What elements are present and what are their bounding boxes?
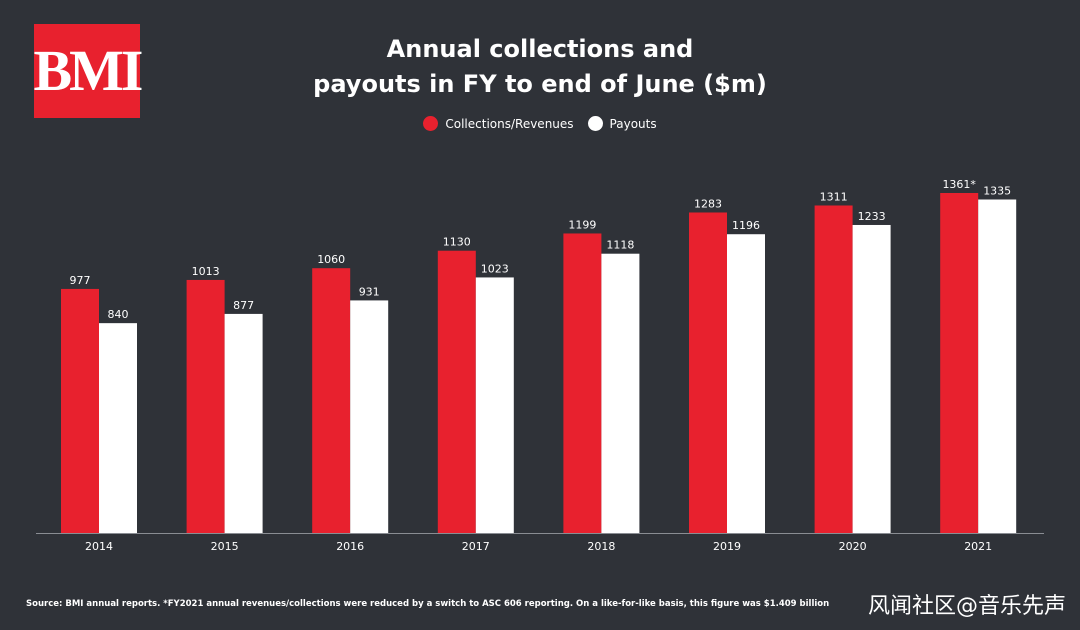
watermark-text: 风闻社区@音乐先声 <box>867 594 1066 619</box>
chart-legend: Collections/Revenues Payouts <box>0 116 1080 131</box>
data-label-collections-2016: 1060 <box>317 253 345 266</box>
data-label-payouts-2020: 1233 <box>858 210 886 223</box>
bar-payouts-2021 <box>978 199 1017 533</box>
chart-title: Annual collections and payouts in FY to … <box>200 32 880 102</box>
bar-collections-2014 <box>61 288 99 533</box>
data-label-collections-2017: 1130 <box>443 236 471 249</box>
legend-label-collections: Collections/Revenues <box>445 116 574 131</box>
data-label-collections-2020: 1311 <box>820 190 848 203</box>
bar-collections-2019 <box>689 212 727 534</box>
data-label-payouts-2017: 1023 <box>481 262 509 275</box>
source-footnote: Source: BMI annual reports. *FY2021 annu… <box>26 599 830 609</box>
bar-payouts-2015 <box>224 313 263 533</box>
x-tick-label-2020: 2020 <box>839 540 867 553</box>
legend-item-collections: Collections/Revenues <box>423 116 574 131</box>
chart-title-line-1: Annual collections and <box>386 35 694 63</box>
bar-payouts-2018 <box>601 253 640 533</box>
x-tick-label-2018: 2018 <box>587 540 615 553</box>
bar-payouts-2019 <box>727 234 765 533</box>
bmi-logo: BMI <box>33 24 144 118</box>
x-tick-label-2021: 2021 <box>964 540 992 553</box>
data-label-collections-2015: 1013 <box>192 265 220 278</box>
data-label-payouts-2021: 1335 <box>983 184 1011 197</box>
legend-label-payouts: Payouts <box>609 116 657 131</box>
data-label-payouts-2014: 840 <box>108 308 129 321</box>
data-label-collections-2019: 1283 <box>694 197 722 210</box>
data-label-payouts-2019: 1196 <box>732 219 760 232</box>
data-label-collections-2018: 1199 <box>568 218 596 231</box>
bar-collections-2015 <box>186 279 225 533</box>
data-label-payouts-2018: 1118 <box>606 239 634 252</box>
x-tick-label-2016: 2016 <box>336 540 364 553</box>
x-tick-label-2017: 2017 <box>462 540 490 553</box>
bar-collections-2018 <box>563 233 602 533</box>
bar-payouts-2014 <box>99 323 137 533</box>
data-label-collections-2021: 1361* <box>942 178 976 191</box>
bar-payouts-2017 <box>475 277 514 533</box>
legend-item-payouts: Payouts <box>587 116 657 131</box>
data-label-payouts-2016: 931 <box>359 285 380 298</box>
x-tick-label-2019: 2019 <box>713 540 741 553</box>
data-label-payouts-2015: 877 <box>233 299 254 312</box>
legend-swatch-payouts <box>587 116 603 131</box>
data-label-collections-2014: 977 <box>70 274 91 287</box>
legend-swatch-collections <box>423 116 439 131</box>
x-tick-label-2014: 2014 <box>85 540 113 553</box>
bar-collections-2016 <box>312 268 351 533</box>
bar-collections-2020 <box>814 205 853 533</box>
bar-collections-2021 <box>940 193 979 533</box>
bar-payouts-2020 <box>852 224 891 533</box>
bar-collections-2017 <box>437 250 476 533</box>
chart-title-line-2: payouts in FY to end of June ($m) <box>313 70 767 98</box>
logo-text: BMI <box>33 38 144 103</box>
bar-payouts-2016 <box>350 300 389 533</box>
x-tick-label-2015: 2015 <box>211 540 239 553</box>
